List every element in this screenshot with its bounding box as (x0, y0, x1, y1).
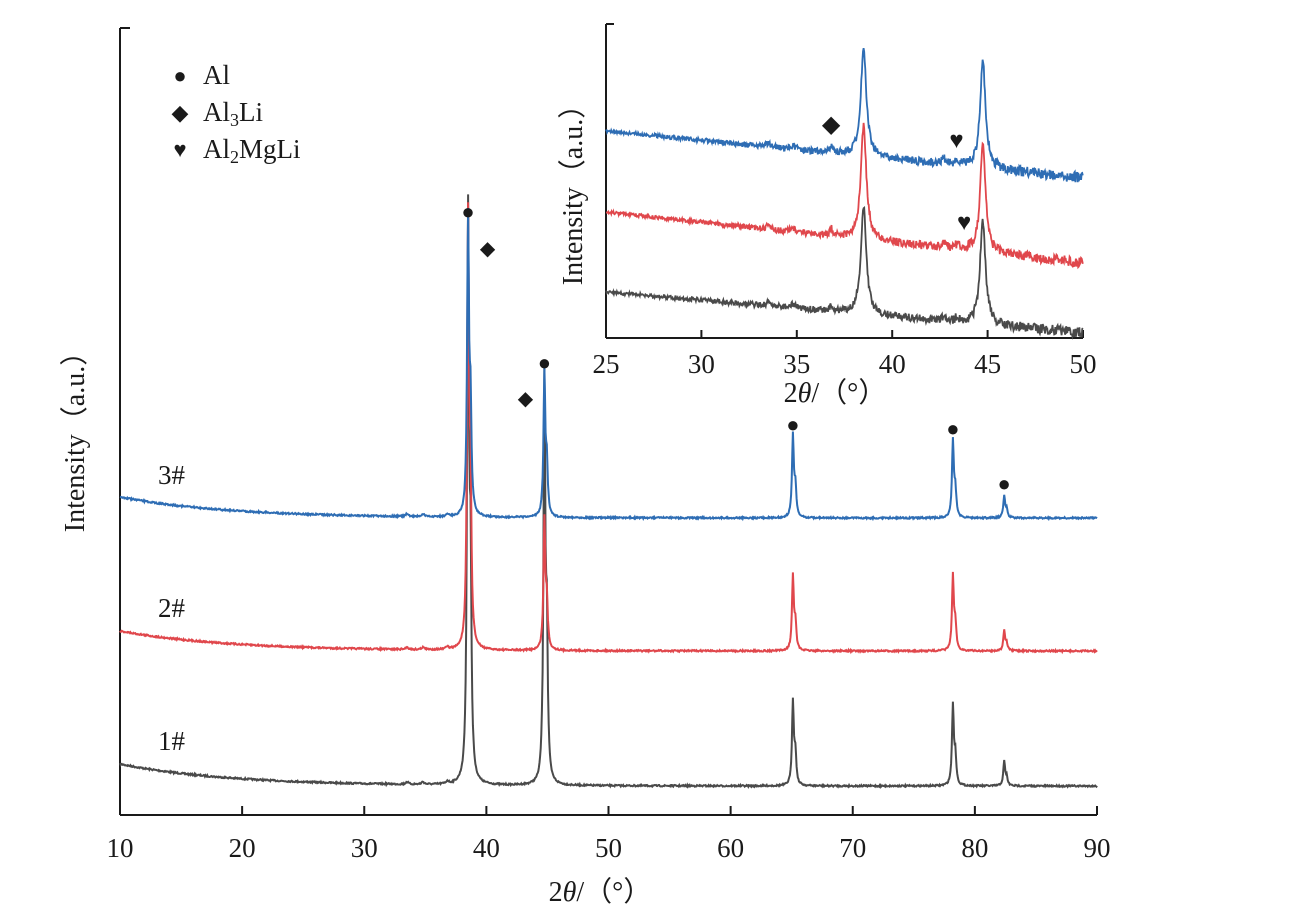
inset-y-axis-title: Intensity（a.u.） (557, 91, 589, 285)
circle-marker-icon: ● (946, 416, 959, 441)
main-x-tick-label: 30 (351, 833, 378, 863)
inset-x-tick-label: 30 (688, 349, 715, 379)
heart-marker-icon: ♥ (957, 210, 971, 236)
main-x-tick-label: 70 (839, 833, 866, 863)
main-series-label: 2# (158, 593, 186, 623)
legend-label: Al2MgLi (203, 134, 301, 167)
inset-series-line-3 (605, 47, 1084, 183)
main-chart: 10 20 30 40 50 60 70 80 90 2θ/（°） Intensity（a.u.… (59, 27, 1111, 908)
main-x-tick-label: 50 (595, 833, 622, 863)
legend-label: Al3Li (203, 97, 263, 130)
inset-series-line-1 (605, 205, 1084, 340)
diamond-marker-icon: ◆ (480, 238, 496, 260)
main-x-tick-label: 90 (1084, 833, 1111, 863)
legend: ● Al ◆ Al3Li ♥ Al2MgLi (172, 60, 301, 167)
diamond-marker-icon: ◆ (822, 112, 841, 138)
inset-x-tick-label: 35 (783, 349, 810, 379)
main-x-axis-title-theta: θ (563, 877, 577, 908)
diamond-marker-icon: ◆ (172, 100, 189, 125)
inset-x-tick-label: 25 (593, 349, 620, 379)
main-y-axis-title: Intensity（a.u.） (59, 338, 91, 532)
main-x-tick-label: 20 (229, 833, 256, 863)
inset-x-axis-title: 2θ/（°） (784, 377, 887, 409)
inset-series-group (605, 47, 1084, 340)
circle-marker-icon: ● (786, 412, 799, 437)
main-series-labels: 1# 2# 3# (158, 460, 186, 756)
main-x-axis-title-2: 2 (549, 877, 563, 908)
inset-x-tick-label: 40 (879, 349, 906, 379)
main-series-label: 1# (158, 726, 186, 756)
inset-x-axis-title-rest: /（°） (811, 377, 886, 409)
inset-x-ticks: 25 30 35 40 45 50 (593, 330, 1097, 379)
heart-marker-icon: ♥ (173, 137, 186, 162)
circle-marker-icon: ● (461, 199, 474, 224)
circle-marker-icon: ● (538, 350, 551, 375)
inset-series-line-2 (606, 122, 1084, 270)
main-series-group (119, 194, 1098, 790)
inset-x-axis-title-theta: θ (798, 378, 812, 409)
main-series-line-2 (119, 202, 1098, 655)
main-phase-markers: ●◆●◆● ●● (461, 199, 1010, 496)
inset-x-tick-label: 45 (974, 349, 1001, 379)
inset-chart: 25 30 35 40 45 50 2θ/（°） Intensity（a.u.） ◆ ♥ ♥ (557, 23, 1097, 409)
heart-marker-icon: ♥ (949, 128, 963, 154)
main-x-tick-label: 10 (107, 833, 134, 863)
main-x-tick-label: 80 (961, 833, 988, 863)
circle-marker-icon: ● (173, 63, 186, 88)
inset-phase-markers: ◆ ♥ ♥ (822, 112, 971, 236)
inset-x-axis-title-2: 2 (784, 378, 798, 409)
main-x-tick-label: 40 (473, 833, 500, 863)
inset-x-tick-label: 50 (1070, 349, 1097, 379)
main-series-label: 3# (158, 460, 186, 490)
legend-label: Al (203, 60, 230, 90)
inset-axes (605, 23, 1083, 339)
main-x-axis-title: 2θ/（°） (549, 876, 652, 908)
main-series-line-3 (119, 207, 1098, 522)
main-x-ticks: 10 20 30 40 50 60 70 80 90 (107, 806, 1111, 863)
main-x-axis-title-rest: /（°） (576, 876, 651, 908)
diamond-marker-icon: ◆ (518, 388, 534, 410)
main-series-line-1 (119, 194, 1098, 790)
circle-marker-icon: ● (998, 471, 1011, 496)
main-x-tick-label: 60 (717, 833, 744, 863)
